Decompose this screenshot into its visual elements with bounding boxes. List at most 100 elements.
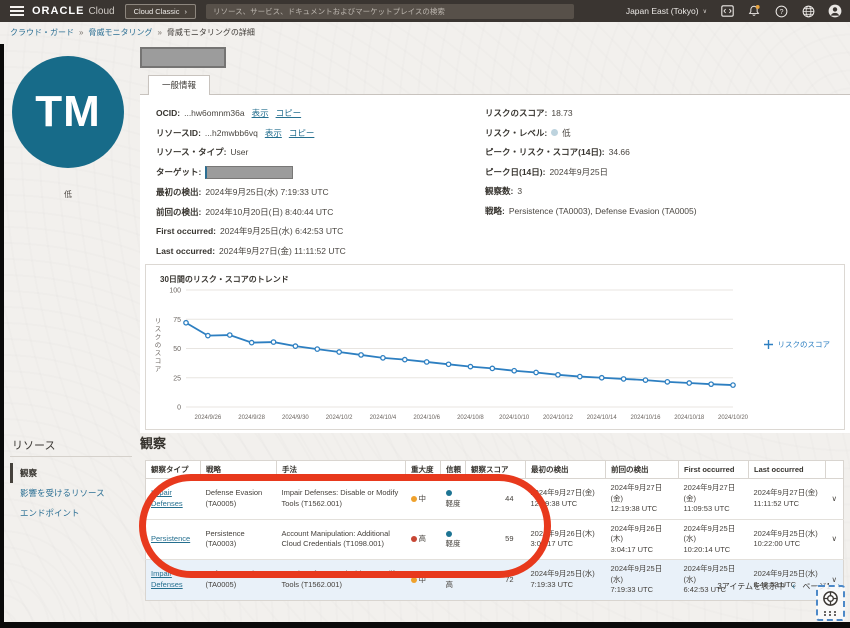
info-field: リソース・タイプ:User — [156, 146, 346, 158]
row-expand-chevron[interactable]: ∨ — [826, 519, 844, 560]
svg-text:2024/10/16: 2024/10/16 — [630, 415, 661, 421]
svg-text:2024/10/18: 2024/10/18 — [674, 415, 705, 421]
field-action-link[interactable]: コピー — [276, 107, 302, 119]
confidence-dot-icon — [446, 531, 452, 537]
language-globe-icon[interactable] — [801, 4, 815, 18]
row-expand-chevron[interactable]: ∨ — [826, 479, 844, 520]
first-detected-cell: 2024年9月27日(金) 12:19:38 UTC — [526, 479, 606, 520]
resources-section-title: リソース — [12, 437, 55, 453]
info-field: リスクのスコア:18.73 — [485, 107, 697, 119]
confidence-dot-icon — [446, 571, 452, 577]
field-action-link[interactable]: 表示 — [252, 107, 269, 119]
score-cell: 59 — [466, 519, 526, 560]
avatar: TM — [12, 56, 124, 168]
field-value: 2024年9月25日 — [549, 166, 608, 178]
pagination-prev-button[interactable]: ‹ — [792, 581, 795, 592]
column-header: 戦略 — [201, 461, 277, 479]
legend-plus-marker-icon — [763, 339, 774, 350]
global-search-input[interactable] — [206, 4, 574, 19]
redacted-value — [205, 166, 293, 179]
field-label: ピーク・リスク・スコア(14日): — [485, 146, 605, 158]
help-icon[interactable]: ? — [774, 4, 788, 18]
info-field: ピーク・リスク・スコア(14日): 34.66 — [485, 146, 697, 158]
info-field: First occurred:2024年9月25日(水) 6:42:53 UTC — [156, 225, 346, 237]
column-header: First occurred — [679, 461, 749, 479]
breadcrumb-item[interactable]: 脅威モニタリング — [88, 27, 152, 38]
svg-text:2024/10/10: 2024/10/10 — [499, 415, 530, 421]
field-label: リソース・タイプ: — [156, 146, 226, 158]
observation-type-link[interactable]: Impair Defenses — [151, 488, 183, 508]
sidebar-item-impacted-resources[interactable]: 影響を受けるリソース — [10, 483, 135, 503]
tactic-cell: Defense Evasion (TA0005) — [201, 479, 277, 520]
svg-text:2024/9/28: 2024/9/28 — [238, 415, 265, 421]
info-field: 前回の検出:2024年10月20日(日) 8:40:44 UTC — [156, 206, 346, 218]
column-header: 信頼 — [441, 461, 466, 479]
developer-tools-icon[interactable] — [720, 4, 734, 18]
field-label: ピーク日(14日): — [485, 166, 545, 178]
last-detected-cell: 2024年9月26日(木) 3:04:17 UTC — [606, 519, 679, 560]
confidence-cell: 軽度 — [441, 519, 466, 560]
breadcrumb-item[interactable]: クラウド・ガード — [10, 27, 74, 38]
severity-cell: 高 — [406, 519, 441, 560]
column-header: 手法 — [277, 461, 406, 479]
info-field: 戦略:Persistence (TA0003), Defense Evasion… — [485, 205, 697, 217]
last-occurred-cell: 2024年9月25日(水) 10:22:00 UTC — [749, 519, 826, 560]
column-header-expand — [826, 461, 844, 479]
first-detected-cell: 2024年9月25日(水) 7:19:33 UTC — [526, 560, 606, 601]
cloud-classic-label: Cloud Classic — [134, 7, 180, 16]
info-field: ターゲット: — [156, 166, 346, 179]
field-value: 2024年9月27日(金) 11:11:52 UTC — [219, 245, 346, 257]
last-occurred-cell: 2024年9月27日(金) 11:11:52 UTC — [749, 479, 826, 520]
user-profile-icon[interactable] — [828, 4, 842, 18]
info-field: リスク・レベル:低 — [485, 127, 697, 139]
breadcrumb-separator: » — [157, 28, 161, 37]
severity-dot-icon — [411, 536, 417, 542]
field-value: 34.66 — [609, 147, 630, 157]
pagination-status: 3アイテムを表示中 — [717, 581, 785, 592]
legend-label: リスクのスコア — [778, 339, 831, 350]
general-info-right-column: リスクのスコア:18.73 リスク・レベル:低ピーク・リスク・スコア(14日): 3… — [485, 107, 697, 224]
svg-text:?: ? — [779, 8, 783, 15]
first-occurred-cell: 2024年9月25日(水) 6:42:53 UTC — [679, 560, 749, 601]
table-header-row: 観察タイプ戦略手法重大度信頼観察スコア最初の検出前回の検出First occur… — [146, 461, 844, 479]
info-field: 最初の検出:2024年9月25日(水) 7:19:33 UTC — [156, 186, 346, 198]
sidebar-item-observations[interactable]: 観察 — [10, 463, 135, 483]
field-label: 前回の検出: — [156, 206, 201, 218]
field-value: Persistence (TA0003), Defense Evasion (T… — [509, 206, 697, 216]
observation-type-link[interactable]: Persistence — [151, 534, 190, 543]
screenshot-left-edge — [0, 44, 4, 622]
chart-legend-item[interactable]: リスクのスコア — [763, 339, 831, 350]
field-action-link[interactable]: コピー — [289, 127, 315, 139]
confidence-dot-icon — [446, 490, 452, 496]
field-label: OCID: — [156, 108, 180, 118]
field-value: 2024年9月25日(水) 6:42:53 UTC — [220, 225, 343, 237]
info-field: OCID:...hw6omnm36a表示コピー — [156, 107, 346, 119]
technique-cell: Impair Defenses: Disable or Modify Tools… — [277, 560, 406, 601]
svg-text:2024/10/4: 2024/10/4 — [370, 415, 397, 421]
avatar-initials: TM — [35, 87, 101, 137]
field-value: ...h2mwbb6vq — [205, 128, 258, 138]
risk-level-badge: 低 — [12, 189, 124, 200]
oracle-cloud-logo[interactable]: ORACLE Cloud — [32, 5, 115, 17]
sidebar-divider — [10, 456, 132, 457]
tactic-cell: Persistence (TA0003) — [201, 519, 277, 560]
sidebar-item-endpoints[interactable]: エンドポイント — [10, 503, 135, 523]
field-label: リスク・レベル: — [485, 127, 547, 139]
svg-text:25: 25 — [173, 375, 181, 382]
tab-general-info[interactable]: 一般情報 — [148, 75, 210, 95]
observation-type-cell: Impair Defenses — [146, 560, 201, 601]
notifications-bell-icon[interactable] — [747, 4, 761, 18]
cloud-classic-button[interactable]: Cloud Classic › — [125, 4, 196, 19]
region-selector[interactable]: Japan East (Tokyo) ∨ — [626, 6, 707, 16]
screen-capture-widget[interactable] — [816, 585, 845, 621]
svg-text:2024/10/14: 2024/10/14 — [587, 415, 618, 421]
svg-text:リスクのスコア: リスクのスコア — [155, 318, 162, 373]
field-value: 18.73 — [551, 108, 572, 118]
field-action-link[interactable]: 表示 — [265, 127, 282, 139]
observation-type-link[interactable]: Impair Defenses — [151, 569, 183, 589]
screenshot-bottom-edge — [0, 622, 850, 628]
breadcrumb: クラウド・ガード»脅威モニタリング»脅威モニタリングの詳細 — [10, 27, 255, 38]
hamburger-menu-icon[interactable] — [10, 6, 24, 16]
field-label: 観察数: — [485, 185, 513, 197]
observation-type-cell: Impair Defenses — [146, 479, 201, 520]
